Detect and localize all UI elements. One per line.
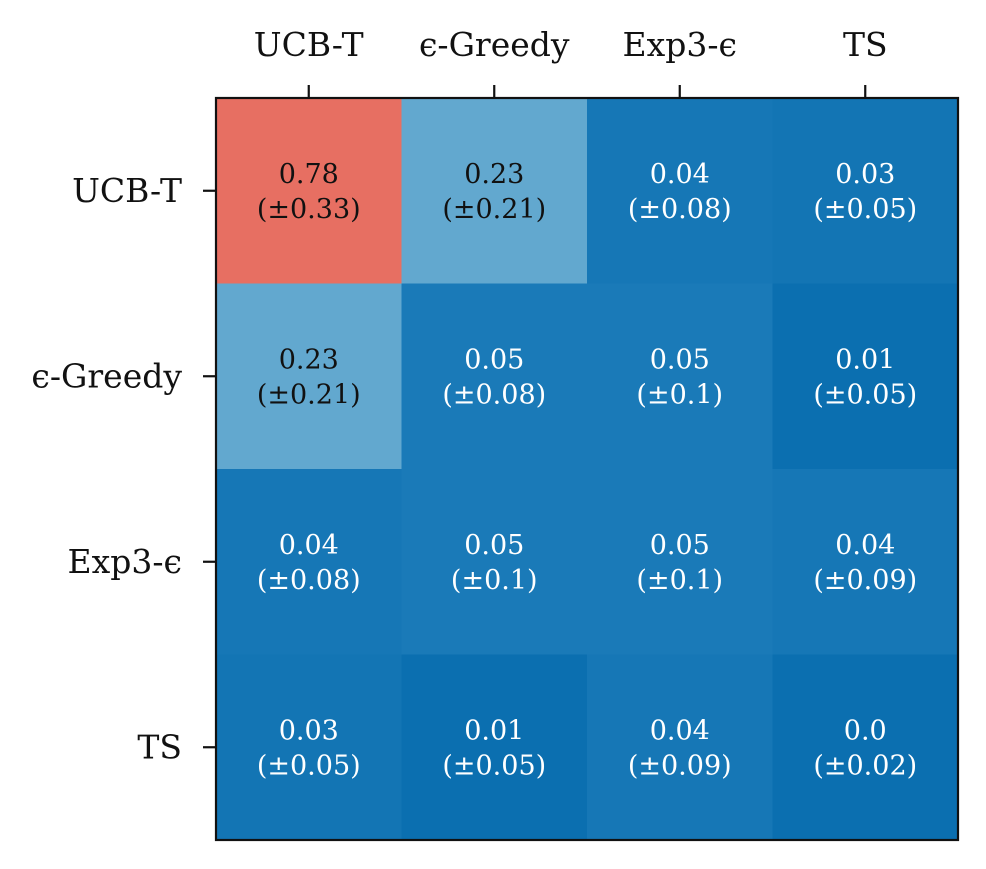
heatmap-cell bbox=[401, 469, 588, 655]
heatmap-cell bbox=[401, 654, 588, 841]
heatmap-cell bbox=[216, 98, 402, 284]
cell-value-label: 0.03 bbox=[835, 159, 895, 190]
heatmap-cell bbox=[772, 469, 959, 655]
cell-value-label: 0.05 bbox=[464, 530, 524, 561]
heatmap-cell bbox=[772, 98, 959, 284]
heatmap-cell bbox=[401, 283, 588, 470]
x-tick-label: UCB-T bbox=[254, 25, 364, 64]
x-axis: UCB-T ϵ-Greedy Exp3-ϵ TS bbox=[254, 25, 888, 98]
cell-value-label: 0.05 bbox=[464, 344, 524, 375]
cell-error-label: (±0.08) bbox=[628, 194, 732, 225]
cell-value-label: 0.05 bbox=[650, 530, 710, 561]
heatmap-cell bbox=[587, 283, 773, 470]
heatmap-cell bbox=[587, 98, 773, 284]
cell-value-label: 0.01 bbox=[835, 344, 895, 375]
cell-error-label: (±0.21) bbox=[257, 379, 361, 410]
y-tick-label: UCB-T bbox=[72, 171, 182, 210]
cell-error-label: (±0.02) bbox=[813, 750, 917, 781]
cell-error-label: (±0.09) bbox=[813, 565, 917, 596]
plot-frame bbox=[214, 96, 960, 842]
cell-error-label: (±0.1) bbox=[636, 379, 723, 410]
cell-error-label: (±0.09) bbox=[628, 750, 732, 781]
x-tick-label: TS bbox=[843, 25, 888, 64]
y-tick-label: ϵ-Greedy bbox=[31, 356, 182, 395]
cell-value-label: 0.01 bbox=[464, 715, 524, 746]
cell-value-label: 0.04 bbox=[279, 530, 339, 561]
cell-value-label: 0.23 bbox=[279, 344, 339, 375]
cell-value-label: 0.0 bbox=[844, 715, 887, 746]
cell-error-label: (±0.05) bbox=[257, 750, 361, 781]
cell-error-label: (±0.08) bbox=[442, 379, 546, 410]
cell-error-label: (±0.1) bbox=[636, 565, 723, 596]
cell-error-label: (±0.21) bbox=[442, 194, 546, 225]
cell-value-label: 0.04 bbox=[650, 715, 710, 746]
heatmap-cell bbox=[587, 469, 773, 655]
heatmap-cell bbox=[401, 98, 588, 284]
heatmap-cells: 0.78 (±0.33) 0.23 (±0.21) 0.04 (±0.08) 0.03 (±0… bbox=[216, 98, 959, 841]
cell-value-label: 0.03 bbox=[279, 715, 339, 746]
cell-value-label: 0.78 bbox=[279, 159, 339, 190]
heatmap-cell bbox=[216, 654, 402, 841]
cell-error-label: (±0.33) bbox=[257, 194, 361, 225]
cell-error-label: (±0.05) bbox=[813, 379, 917, 410]
heatmap-cell bbox=[216, 283, 402, 470]
cell-error-label: (±0.08) bbox=[257, 565, 361, 596]
cell-value-label: 0.04 bbox=[650, 159, 710, 190]
heatmap-cell bbox=[772, 283, 959, 470]
cell-error-label: (±0.05) bbox=[813, 194, 917, 225]
x-tick-label: ϵ-Greedy bbox=[419, 25, 570, 64]
cell-value-label: 0.05 bbox=[650, 344, 710, 375]
heatmap-cell bbox=[772, 654, 959, 841]
y-tick-label: TS bbox=[137, 727, 182, 766]
heatmap-cell bbox=[216, 469, 402, 655]
cell-error-label: (±0.1) bbox=[451, 565, 538, 596]
y-tick-label: Exp3-ϵ bbox=[68, 542, 182, 581]
cell-value-label: 0.23 bbox=[464, 159, 524, 190]
y-axis: UCB-T ϵ-Greedy Exp3-ϵ TS bbox=[31, 171, 216, 766]
heatmap-cell bbox=[587, 654, 773, 841]
cell-value-label: 0.04 bbox=[835, 530, 895, 561]
x-tick-label: Exp3-ϵ bbox=[623, 25, 737, 64]
cell-error-label: (±0.05) bbox=[442, 750, 546, 781]
